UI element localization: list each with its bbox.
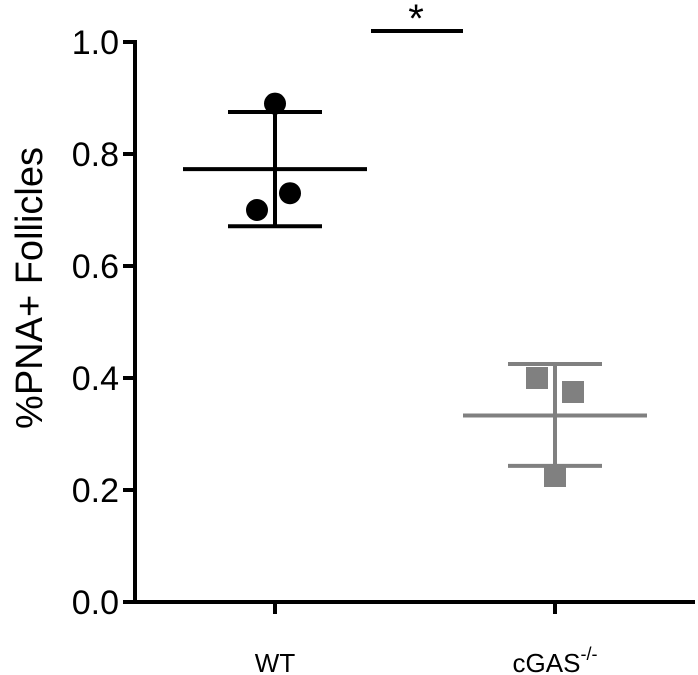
significance-star: * xyxy=(408,0,424,41)
data-point xyxy=(246,199,268,221)
y-tick-label: 0.0 xyxy=(72,584,119,622)
data-point xyxy=(279,182,301,205)
x-tick-label: cGAS-/- xyxy=(513,644,598,675)
y-tick-label: 1.0 xyxy=(72,24,119,62)
y-tick-label: 0.6 xyxy=(72,248,119,286)
data-point xyxy=(526,367,548,389)
axes: 0.0 0.2 0.4 0.6 0.8 1.0 WT cGAS-/- xyxy=(72,24,695,675)
y-tick-label: 0.4 xyxy=(72,360,119,398)
y-axis-label: %PNA+ Follicles xyxy=(9,147,51,429)
chart-marks xyxy=(183,92,647,487)
data-point xyxy=(562,381,584,403)
x-tick-label: WT xyxy=(255,648,296,675)
y-tick-label: 0.8 xyxy=(72,136,119,174)
y-tick-label: 0.2 xyxy=(72,472,119,510)
data-point xyxy=(544,465,566,487)
data-point xyxy=(264,92,286,115)
